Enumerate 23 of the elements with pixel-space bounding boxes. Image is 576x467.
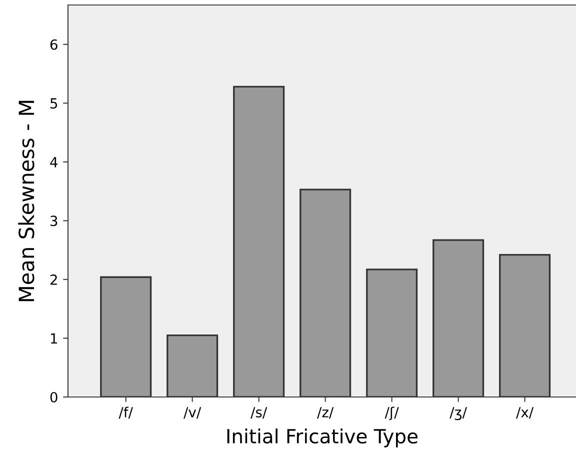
- x-tick-label: /s/: [250, 407, 268, 419]
- y-tick-label: 0: [50, 392, 58, 402]
- x-tick-label: /ʃ/: [384, 406, 399, 420]
- y-tick-label: 4: [50, 157, 58, 168]
- bar: [300, 188, 352, 397]
- bar: [499, 254, 551, 397]
- bar: [366, 268, 418, 397]
- bar: [432, 239, 484, 397]
- y-tick-label: 3: [50, 216, 58, 226]
- y-tick-label: 2: [50, 274, 57, 285]
- bar: [233, 86, 285, 397]
- x-tick-label: /z/: [317, 407, 334, 419]
- x-axis-title: Initial Fricative Type: [227, 428, 418, 448]
- bar: [166, 334, 218, 397]
- x-tick-label: /ʒ/: [450, 407, 467, 420]
- x-tick-label: /x/: [516, 407, 534, 419]
- y-tick-label: 1: [50, 333, 57, 344]
- x-tick-label: /f/: [118, 406, 133, 419]
- y-axis-title: Mean Skewness - M: [18, 100, 34, 302]
- bar: [100, 276, 152, 397]
- y-tick-label: 6: [50, 39, 58, 50]
- x-tick-label: /v/: [184, 407, 202, 419]
- y-tick-label: 5: [50, 98, 58, 109]
